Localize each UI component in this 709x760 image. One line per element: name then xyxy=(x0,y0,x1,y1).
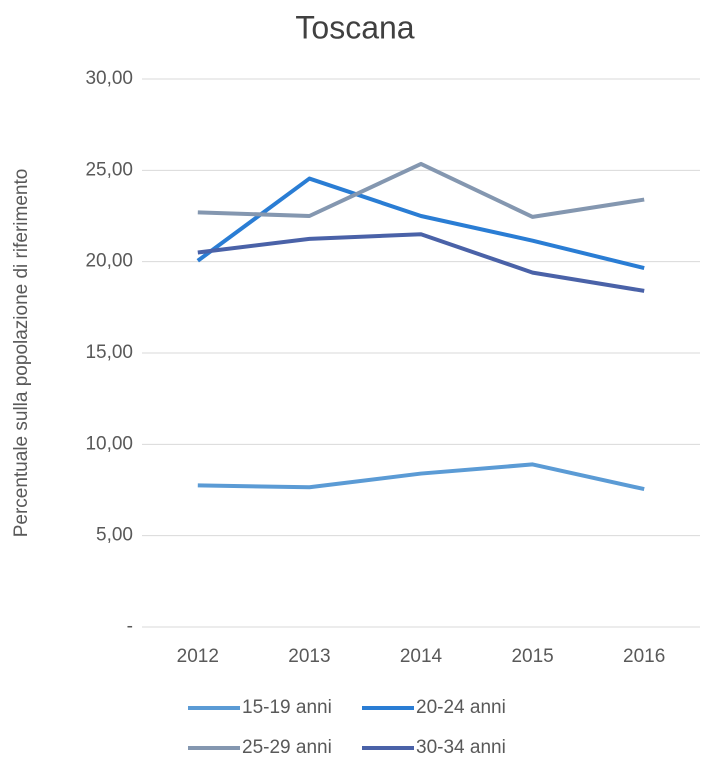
legend-label: 15-19 anni xyxy=(242,697,332,718)
x-tick-label: 2016 xyxy=(623,646,665,667)
y-tick-label: - xyxy=(127,616,133,637)
series-line xyxy=(197,161,645,219)
y-tick-label: 5,00 xyxy=(96,525,133,546)
legend-label: 25-29 anni xyxy=(242,737,332,758)
legend-label: 30-34 anni xyxy=(416,737,506,758)
x-tick-label: 2015 xyxy=(511,646,553,667)
y-tick-label: 30,00 xyxy=(85,68,133,89)
series-line xyxy=(197,462,645,492)
series-line xyxy=(197,232,645,293)
legend-label: 20-24 anni xyxy=(416,697,506,718)
x-tick-label: 2012 xyxy=(177,646,219,667)
y-tick-label: 20,00 xyxy=(85,251,133,272)
x-tick-label: 2014 xyxy=(400,646,443,667)
y-tick-label: 15,00 xyxy=(85,342,133,363)
chart-title: Toscana xyxy=(295,9,414,45)
x-tick-label: 2013 xyxy=(288,646,330,667)
series-line xyxy=(196,176,645,271)
y-tick-label: 25,00 xyxy=(85,159,133,180)
y-axis-title: Percentuale sulla popolazione di riferim… xyxy=(11,169,32,538)
y-tick-label: 10,00 xyxy=(85,433,133,454)
